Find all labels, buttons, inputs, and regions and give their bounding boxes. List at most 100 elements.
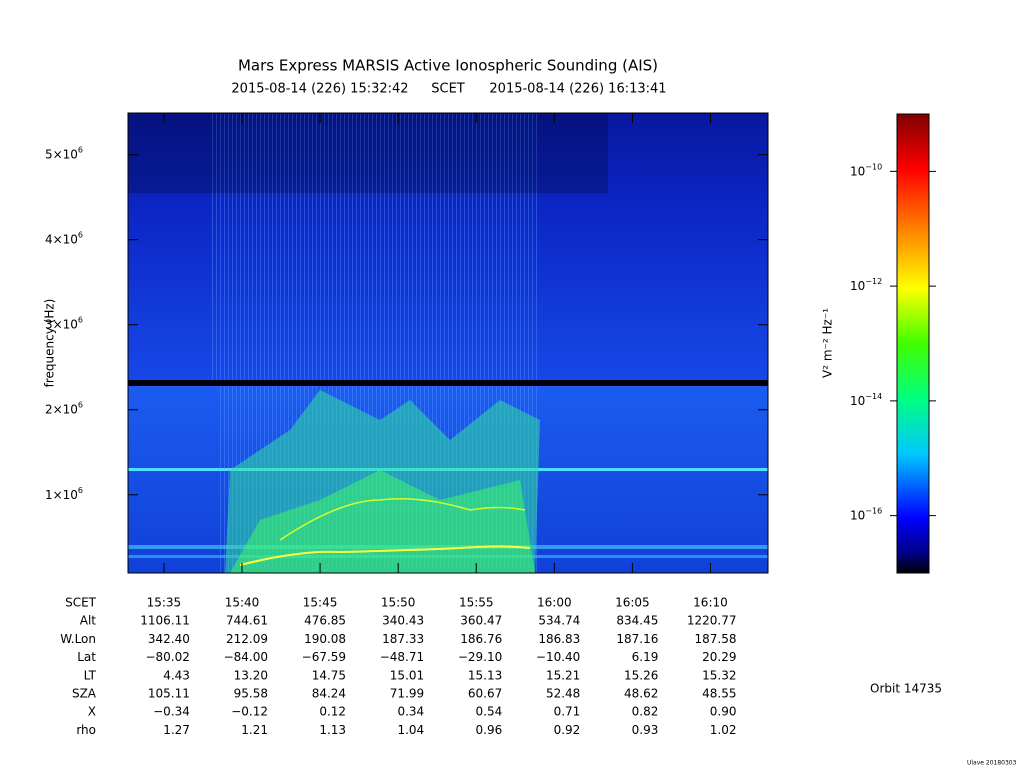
chart-title: Mars Express MARSIS Active Ionospheric S… (238, 57, 658, 75)
y-tick-mantissa: 3×10 (45, 317, 78, 331)
table-cell: −10.40 (536, 650, 580, 664)
table-cell: 342.40 (148, 632, 190, 646)
table-cell: 0.71 (554, 705, 581, 719)
table-cell: 6.19 (632, 650, 659, 664)
colorbar-tick-exponent: −14 (865, 391, 882, 400)
table-cell: 71.99 (390, 687, 424, 701)
row-label: W.Lon (60, 632, 96, 646)
x-tick-label: 15:45 (303, 596, 338, 610)
x-tick-label: 15:55 (459, 596, 494, 610)
colorbar-tick-label: 10−14 (850, 391, 882, 407)
row-label: LT (84, 668, 97, 682)
table-cell: 0.82 (632, 705, 659, 719)
table-cell: 1220.77 (687, 614, 737, 628)
table-cell: 15.01 (390, 668, 424, 682)
table-cell: −67.59 (302, 650, 346, 664)
x-tick-label: 16:10 (693, 596, 728, 610)
y-tick-label: 1×106 (45, 485, 83, 501)
y-tick-exponent: 6 (78, 230, 83, 239)
y-tick-exponent: 6 (78, 485, 83, 494)
table-cell: 48.55 (702, 687, 736, 701)
table-cell: 15.26 (624, 668, 658, 682)
colorbar-tick-exponent: −12 (865, 277, 882, 286)
row-label: SZA (72, 687, 97, 701)
y-tick-mantissa: 2×10 (45, 402, 78, 416)
x-tick-label: 16:05 (615, 596, 650, 610)
table-cell: 476.85 (304, 614, 346, 628)
row-label: SCET (65, 596, 97, 610)
table-cell: 0.93 (632, 723, 659, 737)
table-cell: 15.13 (468, 668, 502, 682)
table-cell: 190.08 (304, 632, 346, 646)
row-label: X (88, 705, 96, 719)
table-cell: −48.71 (380, 650, 424, 664)
table-cell: −29.10 (458, 650, 502, 664)
y-tick-exponent: 6 (78, 315, 83, 324)
table-cell: 13.20 (234, 668, 268, 682)
x-tick-label: 15:40 (225, 596, 260, 610)
table-cell: 1.21 (241, 723, 268, 737)
table-cell: 95.58 (234, 687, 268, 701)
row-label: Alt (80, 614, 97, 628)
table-cell: 15.32 (702, 668, 736, 682)
table-cell: 0.96 (476, 723, 503, 737)
table-cell: 0.54 (476, 705, 503, 719)
y-tick-mantissa: 1×10 (45, 487, 78, 501)
table-cell: 834.45 (616, 614, 658, 628)
table-cell: 105.11 (148, 687, 190, 701)
y-tick-label: 5×106 (45, 145, 83, 161)
table-cell: 187.33 (382, 632, 424, 646)
table-cell: 340.43 (382, 614, 424, 628)
colorbar-tick-label: 10−12 (850, 277, 882, 293)
table-cell: 14.75 (312, 668, 346, 682)
table-cell: 212.09 (226, 632, 268, 646)
table-cell: 20.29 (702, 650, 736, 664)
table-cell: 187.16 (616, 632, 658, 646)
table-cell: 84.24 (312, 687, 346, 701)
y-tick-mantissa: 5×10 (45, 147, 78, 161)
colorbar-tick-exponent: −10 (865, 162, 882, 171)
table-cell: 15.21 (546, 668, 580, 682)
colorbar-tick-base: 10 (850, 508, 865, 522)
colorbar-tick-label: 10−16 (850, 506, 882, 522)
plot-frame (127, 112, 769, 574)
table-cell: 534.74 (538, 614, 580, 628)
table-cell: −84.00 (224, 650, 268, 664)
y-tick-mantissa: 4×10 (45, 232, 78, 246)
colorbar-tick-label: 10−10 (850, 162, 882, 178)
table-cell: 4.43 (163, 668, 190, 682)
table-cell: 1.04 (397, 723, 424, 737)
colorbar-tick-base: 10 (850, 279, 865, 293)
table-cell: −80.02 (145, 650, 189, 664)
x-tick-label: 15:50 (381, 596, 416, 610)
row-label: rho (76, 723, 96, 737)
footer: Ulave 20180303 (967, 760, 1017, 767)
y-tick-label: 4×106 (45, 230, 83, 246)
table-cell: −0.34 (153, 705, 190, 719)
colorbar-label: V² m⁻² Hz⁻¹ (821, 308, 835, 378)
y-axis-label: frequency (Hz) (43, 299, 57, 388)
table-cell: 1.27 (163, 723, 190, 737)
table-cell: 1106.11 (140, 614, 190, 628)
table-cell: 1.13 (319, 723, 346, 737)
table-cell: 0.12 (319, 705, 346, 719)
table-cell: 186.76 (460, 632, 502, 646)
table-cell: 360.47 (460, 614, 502, 628)
table-cell: 48.62 (624, 687, 658, 701)
x-tick-label: 16:00 (537, 596, 572, 610)
orbit-label: Orbit 14735 (870, 682, 942, 696)
subtitle-start: 2015-08-14 (226) 15:32:42 (231, 82, 408, 97)
colorbar (896, 113, 930, 574)
y-tick-exponent: 6 (78, 145, 83, 154)
y-tick-label: 2×106 (45, 400, 83, 416)
y-tick-exponent: 6 (78, 400, 83, 409)
spectrogram (128, 113, 768, 573)
table-cell: 187.58 (694, 632, 736, 646)
table-cell: 0.92 (554, 723, 581, 737)
table-cell: 0.34 (397, 705, 424, 719)
table-cell: −0.12 (231, 705, 268, 719)
colorbar-tick-exponent: −16 (865, 506, 882, 515)
table-cell: 744.61 (226, 614, 268, 628)
table-cell: 1.02 (710, 723, 737, 737)
